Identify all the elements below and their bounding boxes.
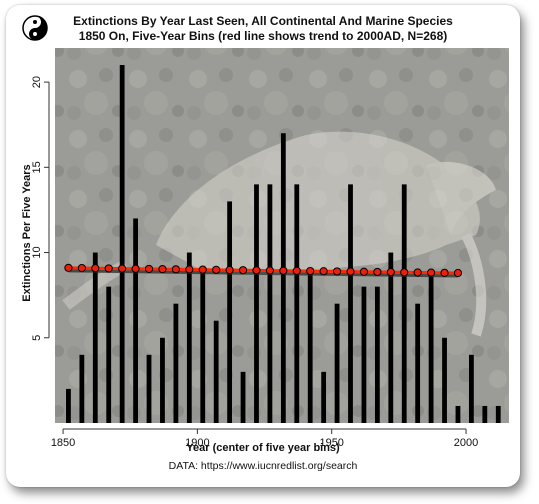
bar-1987 xyxy=(428,269,434,423)
bar-2007 xyxy=(482,405,488,423)
bars-group xyxy=(66,65,501,423)
x-tick-label-1950: 1950 xyxy=(319,437,343,449)
trend-point-1907 xyxy=(212,265,221,274)
trend-point-1917 xyxy=(238,266,248,275)
x-axis-label: Year (center of five year bins) xyxy=(186,442,340,454)
bar-1952 xyxy=(334,303,340,423)
y-tick-label-20: 20 xyxy=(31,76,43,88)
x-tick-label-2000: 2000 xyxy=(454,437,478,449)
trend-point-1982 xyxy=(413,268,422,277)
bar-1982 xyxy=(415,303,421,423)
bar-1907 xyxy=(213,320,219,423)
trend-point-1867 xyxy=(104,264,113,273)
bar-1942 xyxy=(307,269,313,423)
bar-1852 xyxy=(66,388,71,423)
y-axis-label: Extinctions Per Five Years xyxy=(21,164,33,302)
bar-1867 xyxy=(106,286,112,423)
bar-1962 xyxy=(361,286,367,423)
trend-line-group xyxy=(64,263,463,278)
trend-point-1942 xyxy=(306,266,315,276)
chart-title-line2: 1850 On, Five-Year Bins (red line shows … xyxy=(78,29,448,43)
trend-point-1937 xyxy=(292,266,301,275)
bar-chart: 1850 1900 1950 2000 5 10 15 20 xyxy=(31,48,509,449)
trend-point-1947 xyxy=(319,267,328,276)
trend-point-1882 xyxy=(144,264,154,274)
bar-1862 xyxy=(92,252,98,423)
bar-1892 xyxy=(173,303,179,423)
bar-1947 xyxy=(321,371,327,423)
y-tick-label-5: 5 xyxy=(31,335,43,341)
trend-point-1852 xyxy=(64,263,73,272)
trend-point-1992 xyxy=(440,268,449,277)
trend-point-1952 xyxy=(332,267,342,276)
trend-point-1857 xyxy=(77,263,86,273)
bar-1912 xyxy=(227,201,233,423)
trend-point-1897 xyxy=(185,265,194,274)
trend-point-1962 xyxy=(359,267,369,276)
chart-card: Extinctions By Year Last Seen, All Conti… xyxy=(6,5,520,487)
trend-point-1967 xyxy=(373,267,382,277)
trend-point-1872 xyxy=(118,264,127,273)
bar-1897 xyxy=(186,252,192,423)
bar-1887 xyxy=(160,337,165,423)
bar-1972 xyxy=(388,252,394,423)
trend-point-1877 xyxy=(131,264,140,273)
trend-point-1932 xyxy=(279,266,288,275)
bar-1917 xyxy=(240,371,246,423)
trend-point-1892 xyxy=(171,265,180,274)
bar-1992 xyxy=(442,337,447,423)
bar-1877 xyxy=(133,218,138,423)
bar-1932 xyxy=(280,133,286,423)
bar-1902 xyxy=(200,269,206,423)
bar-1927 xyxy=(267,184,273,423)
trend-point-1927 xyxy=(265,266,275,275)
trend-point-1922 xyxy=(252,266,261,275)
trend-point-1957 xyxy=(346,267,355,276)
bar-1997 xyxy=(455,405,461,423)
chart-title-line1: Extinctions By Year Last Seen, All Conti… xyxy=(73,14,453,28)
y-tick-label-15: 15 xyxy=(31,161,43,173)
bar-1922 xyxy=(254,184,259,423)
trend-point-1862 xyxy=(91,264,100,273)
bar-2002 xyxy=(468,354,474,423)
trend-point-1997 xyxy=(453,268,463,278)
bar-1872 xyxy=(119,65,125,423)
trend-point-1902 xyxy=(198,265,207,274)
x-tick-label-1850: 1850 xyxy=(51,437,75,449)
x-tick-label-1900: 1900 xyxy=(185,437,209,449)
data-source-note: DATA: https://www.iucnredlist.org/search xyxy=(168,460,358,472)
trend-point-1977 xyxy=(400,268,409,277)
trend-point-1987 xyxy=(426,268,436,277)
trend-point-1887 xyxy=(158,265,167,274)
bar-2012 xyxy=(495,405,501,423)
bar-1977 xyxy=(401,184,407,423)
yin-yang-logo-icon xyxy=(22,15,48,41)
axes-group: 1850 1900 1950 2000 5 10 15 20 xyxy=(31,76,478,449)
bar-1857 xyxy=(79,354,85,423)
trend-point-1912 xyxy=(225,265,234,275)
bar-1957 xyxy=(348,184,353,423)
bar-1937 xyxy=(294,184,300,423)
y-tick-label-10: 10 xyxy=(31,246,43,258)
bar-1967 xyxy=(374,286,380,423)
bar-1882 xyxy=(146,354,152,423)
trend-point-1972 xyxy=(386,268,395,277)
